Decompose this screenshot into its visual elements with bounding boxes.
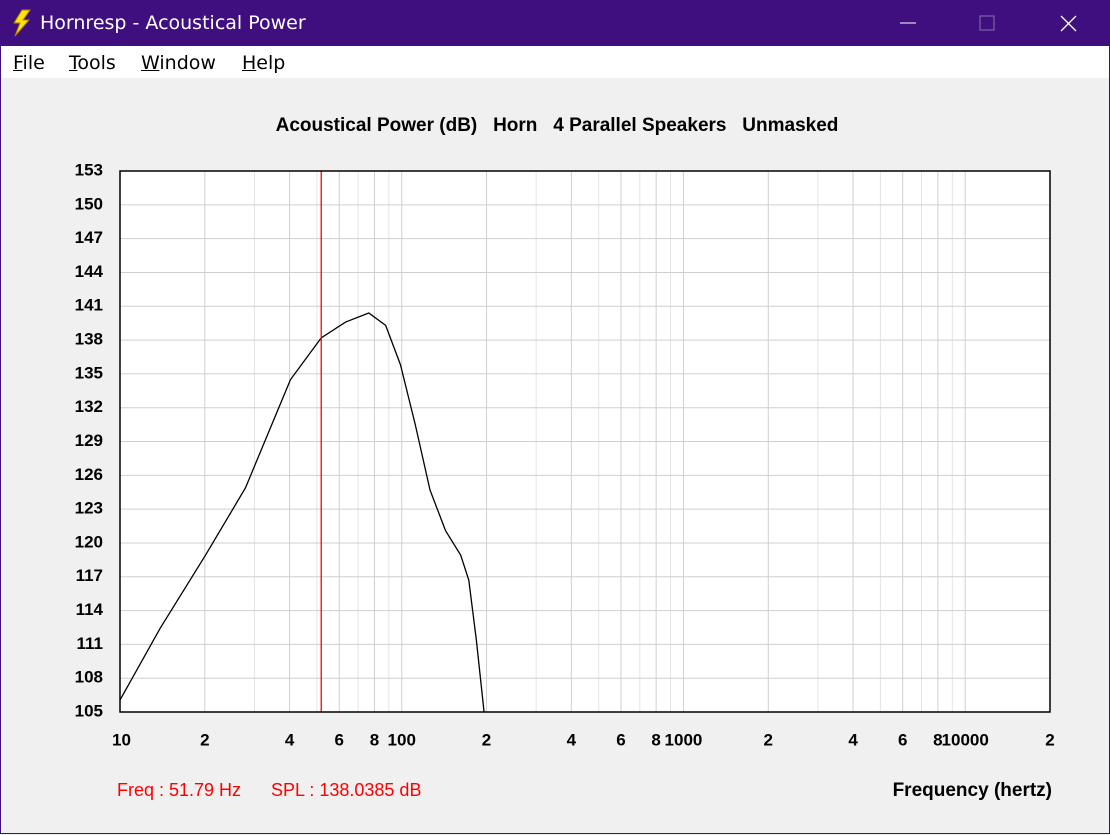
- x-tick-label: 4: [285, 730, 295, 749]
- y-tick-label: 135: [75, 363, 103, 382]
- y-tick-label: 120: [75, 532, 103, 551]
- y-tick-label: 111: [77, 634, 104, 653]
- y-tick-label: 105: [75, 701, 103, 720]
- x-tick-label: 6: [334, 730, 343, 749]
- x-tick-label: 2: [1045, 730, 1054, 749]
- close-button[interactable]: [1060, 15, 1077, 32]
- x-axis-label: Frequency (hertz): [893, 780, 1052, 801]
- x-tick-label: 2: [200, 730, 209, 749]
- x-tick-label: 4: [848, 730, 858, 749]
- x-tick-label: 8: [933, 730, 942, 749]
- y-tick-label: 108: [75, 668, 103, 687]
- title-bar: Hornresp - Acoustical Power: [0, 0, 1110, 46]
- menu-item[interactable]: Help: [242, 52, 286, 74]
- x-tick-label: 6: [616, 730, 625, 749]
- window-controls[interactable]: [880, 0, 1110, 46]
- x-tick-label: 4: [567, 730, 577, 749]
- plot-border: [119, 170, 1051, 713]
- y-tick-label: 117: [76, 566, 103, 585]
- window-title: Hornresp - Acoustical Power: [40, 12, 306, 34]
- menu-bar: File Tools Window Help: [1, 46, 1109, 78]
- y-tick-label: 150: [75, 194, 103, 213]
- y-tick-label: 147: [75, 228, 103, 247]
- y-tick-label: 138: [75, 330, 103, 349]
- x-tick-label: 6: [898, 730, 907, 749]
- maximize-button[interactable]: [979, 15, 995, 31]
- chart-title: Acoustical Power (dB) Horn 4 Parallel Sp…: [276, 115, 839, 136]
- y-tick-label: 126: [75, 465, 103, 484]
- x-tick-label: 2: [482, 730, 491, 749]
- x-tick-label: 10000: [942, 730, 989, 749]
- y-tick-label: 141: [75, 296, 103, 315]
- cursor-level: SPL : 138.0385 dB: [271, 780, 421, 800]
- response-curve: [119, 312, 485, 713]
- menu-item[interactable]: Tools: [69, 52, 116, 74]
- x-tick-label: 1000: [665, 730, 703, 749]
- y-tick-label: 114: [76, 600, 104, 619]
- y-tick-label: 144: [75, 262, 104, 281]
- menu-item[interactable]: Window: [141, 52, 216, 74]
- app-icon: [13, 9, 31, 37]
- x-tick-label: 8: [370, 730, 379, 749]
- menu-item[interactable]: File: [13, 52, 45, 74]
- x-tick-label: 8: [651, 730, 660, 749]
- y-tick-label: 123: [75, 499, 103, 518]
- y-tick-label: 132: [75, 397, 103, 416]
- x-tick-label: 10: [112, 730, 131, 749]
- chart: Acoustical Power (dB) Horn 4 Parallel Sp…: [75, 115, 1055, 801]
- cursor-frequency: Freq : 51.79 Hz: [117, 780, 241, 800]
- x-tick-label: 100: [388, 730, 416, 749]
- y-tick-label: 129: [75, 431, 103, 450]
- x-tick-label: 2: [764, 730, 773, 749]
- y-tick-label: 153: [75, 160, 103, 179]
